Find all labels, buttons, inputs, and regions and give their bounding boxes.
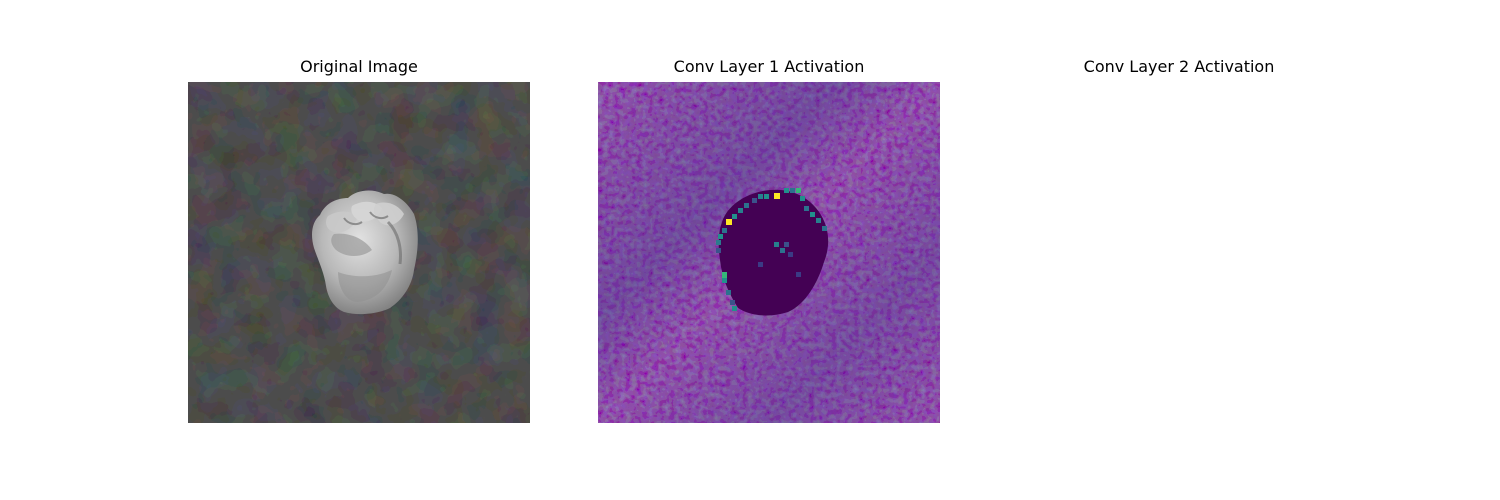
panel-title-conv-layer-1: Conv Layer 1 Activation <box>673 57 865 76</box>
panel-title-conv-layer-2: Conv Layer 2 Activation <box>1083 57 1275 76</box>
original-image <box>188 82 530 423</box>
fist-shape <box>312 190 418 315</box>
panel-title-original-image: Original Image <box>300 57 418 76</box>
conv-layer-2-activation-panel <box>1008 82 1350 423</box>
edge-activation-pixels <box>716 188 827 311</box>
conv-layer-1-activation-map <box>598 82 940 423</box>
fist-interior-region <box>718 189 829 316</box>
conv-layer-1-activation-panel <box>598 82 940 423</box>
original-image-panel <box>188 82 530 423</box>
